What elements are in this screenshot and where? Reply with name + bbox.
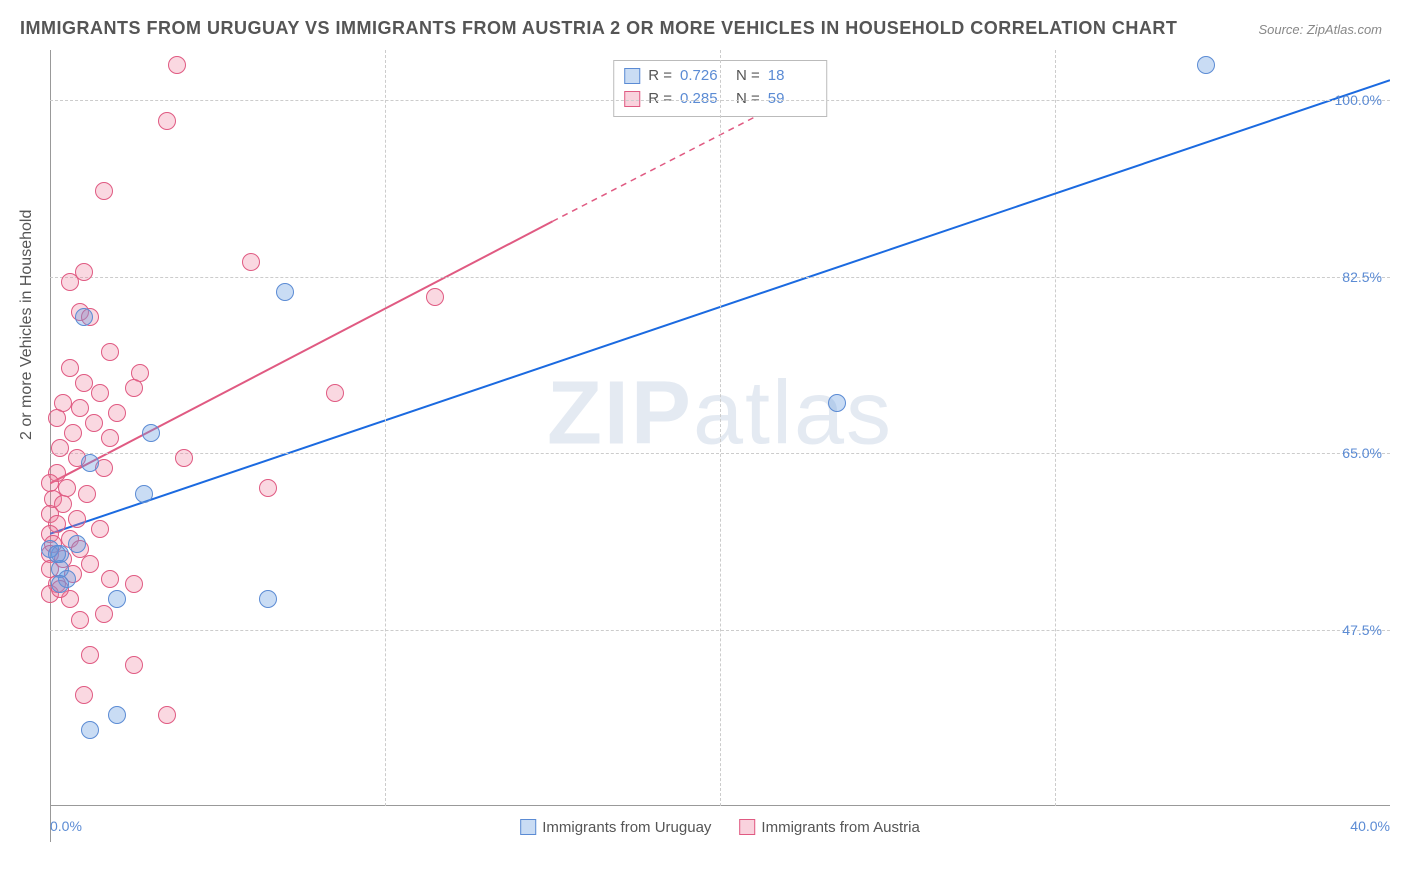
- legend-item-austria: Immigrants from Austria: [739, 819, 919, 836]
- scatter-point: [125, 379, 143, 397]
- scatter-point: [68, 535, 86, 553]
- trend-line: [553, 100, 788, 221]
- gridline-vertical: [385, 50, 386, 806]
- scatter-point: [81, 646, 99, 664]
- scatter-point: [276, 283, 294, 301]
- scatter-point: [51, 575, 69, 593]
- scatter-point: [71, 399, 89, 417]
- chart-title: IMMIGRANTS FROM URUGUAY VS IMMIGRANTS FR…: [20, 18, 1177, 39]
- scatter-point: [78, 485, 96, 503]
- scatter-point: [101, 343, 119, 361]
- scatter-point: [108, 706, 126, 724]
- y-tick-label: 100.0%: [1335, 92, 1382, 108]
- legend-label-austria: Immigrants from Austria: [761, 819, 919, 836]
- scatter-point: [135, 485, 153, 503]
- watermark-bold: ZIP: [547, 364, 693, 464]
- legend-swatch-blue-icon: [520, 819, 536, 835]
- y-axis-label: 2 or more Vehicles in Household: [18, 210, 36, 440]
- scatter-point: [175, 449, 193, 467]
- scatter-point: [259, 590, 277, 608]
- n-label: N =: [736, 65, 760, 88]
- series-legend: Immigrants from Uruguay Immigrants from …: [520, 819, 920, 836]
- scatter-point: [95, 182, 113, 200]
- scatter-point: [91, 520, 109, 538]
- legend-swatch-blue-icon: [624, 68, 640, 84]
- scatter-point: [61, 359, 79, 377]
- source-attribution: Source: ZipAtlas.com: [1258, 22, 1382, 37]
- scatter-point: [426, 288, 444, 306]
- scatter-point: [326, 384, 344, 402]
- scatter-point: [85, 414, 103, 432]
- chart-plot-area: ZIPatlas R = 0.726 N = 18 R = 0.285 N = …: [50, 50, 1390, 842]
- scatter-point: [51, 439, 69, 457]
- x-tick-label: 40.0%: [1350, 818, 1390, 834]
- gridline-vertical: [720, 50, 721, 806]
- legend-swatch-pink-icon: [624, 91, 640, 107]
- n-label: N =: [736, 88, 760, 111]
- scatter-point: [125, 575, 143, 593]
- scatter-point: [81, 721, 99, 739]
- n-value-austria: 59: [768, 88, 816, 111]
- scatter-point: [75, 308, 93, 326]
- legend-label-uruguay: Immigrants from Uruguay: [542, 819, 711, 836]
- scatter-point: [101, 429, 119, 447]
- scatter-point: [81, 454, 99, 472]
- scatter-point: [48, 545, 66, 563]
- scatter-point: [68, 510, 86, 528]
- scatter-point: [81, 555, 99, 573]
- y-tick-label: 65.0%: [1342, 445, 1382, 461]
- scatter-point: [75, 686, 93, 704]
- trend-line: [50, 221, 553, 483]
- scatter-point: [242, 253, 260, 271]
- legend-swatch-pink-icon: [739, 819, 755, 835]
- scatter-point: [259, 479, 277, 497]
- y-tick-label: 47.5%: [1342, 622, 1382, 638]
- scatter-point: [158, 706, 176, 724]
- scatter-point: [71, 611, 89, 629]
- watermark-rest: atlas: [693, 364, 893, 464]
- scatter-point: [168, 56, 186, 74]
- n-value-uruguay: 18: [768, 65, 816, 88]
- y-tick-label: 82.5%: [1342, 269, 1382, 285]
- r-label: R =: [648, 88, 672, 111]
- r-label: R =: [648, 65, 672, 88]
- scatter-point: [108, 590, 126, 608]
- scatter-point: [142, 424, 160, 442]
- scatter-point: [91, 384, 109, 402]
- scatter-point: [64, 424, 82, 442]
- scatter-point: [61, 273, 79, 291]
- scatter-point: [1197, 56, 1215, 74]
- scatter-point: [108, 404, 126, 422]
- scatter-point: [95, 605, 113, 623]
- legend-item-uruguay: Immigrants from Uruguay: [520, 819, 711, 836]
- x-tick-label: 0.0%: [50, 818, 82, 834]
- scatter-point: [125, 656, 143, 674]
- scatter-point: [101, 570, 119, 588]
- gridline-vertical: [1055, 50, 1056, 806]
- scatter-point: [48, 409, 66, 427]
- scatter-point: [75, 374, 93, 392]
- scatter-point: [158, 112, 176, 130]
- scatter-point: [828, 394, 846, 412]
